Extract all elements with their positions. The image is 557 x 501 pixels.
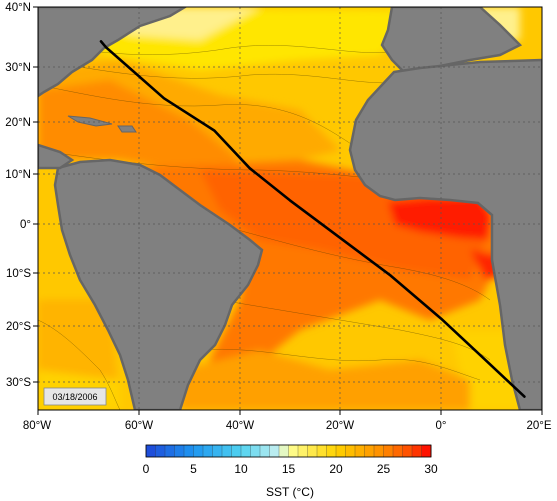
colorbar-cell [288, 444, 299, 458]
colorbar-cell [326, 444, 337, 458]
colorbar-cell [316, 444, 327, 458]
lon-label-20e: 20°E [526, 420, 551, 432]
graticule [38, 7, 542, 410]
longitude-labels: 80°W 60°W 40°W 20°W 0° 20°E [23, 420, 552, 432]
south-america-land [53, 158, 264, 410]
lon-label-20w: 20°W [326, 420, 354, 432]
latitude-labels: 40°N 30°N 20°N 10°N 0° 10°S 20°S 30°S [5, 2, 31, 389]
tick-marks [33, 6, 543, 415]
colorbar-cell [335, 444, 346, 458]
colorbar-cell [240, 444, 251, 458]
colorbar-cell [421, 444, 432, 458]
colorbar-cell [145, 444, 156, 458]
colorbar-cell [278, 444, 289, 458]
lon-label-40w: 40°W [226, 420, 254, 432]
lat-label-0: 0° [20, 219, 31, 231]
lat-label-30s: 30°S [6, 377, 31, 389]
map-frame [37, 6, 543, 411]
north-america-land [38, 7, 188, 98]
colorbar-cell [250, 444, 261, 458]
lat-label-20n: 20°N [5, 117, 31, 129]
colorbar-tick-10: 10 [234, 462, 248, 476]
lon-label-60w: 60°W [125, 420, 153, 432]
colorbar-tick-30: 30 [424, 462, 438, 476]
colorbar-cell [174, 444, 185, 458]
colorbar-cell [411, 444, 422, 458]
colorbar-cell [364, 444, 375, 458]
colorbar-tick-0: 0 [143, 462, 150, 476]
lon-label-0: 0° [436, 420, 447, 432]
lat-label-30n: 30°N [5, 62, 31, 74]
cuba-island [67, 115, 113, 127]
colorbar-cell [383, 444, 394, 458]
colorbar-tick-5: 5 [190, 462, 197, 476]
colorbar-cell [221, 444, 232, 458]
hispaniola-island [117, 125, 137, 133]
colorbar-tick-25: 25 [377, 462, 391, 476]
colorbar-cell [155, 444, 166, 458]
lat-label-10n: 10°N [5, 169, 31, 181]
colorbar-tick-20: 20 [329, 462, 343, 476]
lat-label-10s: 10°S [6, 268, 31, 280]
colorbar-cell [307, 444, 318, 458]
date-stamp-box: 03/18/2006 [43, 387, 107, 406]
africa-land [348, 58, 542, 410]
central-america-land [38, 143, 75, 170]
colorbar-cell [231, 444, 242, 458]
colorbar-ticks: 0 5 10 15 20 25 30 [143, 462, 438, 476]
colorbar-cell [164, 444, 175, 458]
colorbar-frame [145, 444, 432, 458]
colorbar-cell [212, 444, 223, 458]
colorbar-cell [193, 444, 204, 458]
colorbar-tick-15: 15 [282, 462, 296, 476]
colorbar-cell [297, 444, 308, 458]
colorbar-cell [354, 444, 365, 458]
date-stamp: 03/18/2006 [52, 392, 97, 402]
colorbar-cell [259, 444, 270, 458]
colorbar-cell [402, 444, 413, 458]
lon-label-80w: 80°W [23, 420, 51, 432]
colorbar-cells [145, 444, 432, 458]
colorbar-cell [392, 444, 403, 458]
map-plot-area: 03/18/2006 [38, 7, 542, 410]
colorbar-cell [345, 444, 356, 458]
colorbar: 0 5 10 15 20 25 30 SST (°C) [143, 444, 438, 499]
lat-label-40n: 40°N [5, 2, 31, 14]
colorbar-cell [269, 444, 280, 458]
land-masses [38, 7, 542, 410]
cruise-track [99, 40, 526, 398]
colorbar-cell [373, 444, 384, 458]
colorbar-cell [202, 444, 213, 458]
colorbar-title: SST (°C) [266, 485, 314, 499]
colorbar-cell [183, 444, 194, 458]
lat-label-20s: 20°S [6, 321, 31, 333]
